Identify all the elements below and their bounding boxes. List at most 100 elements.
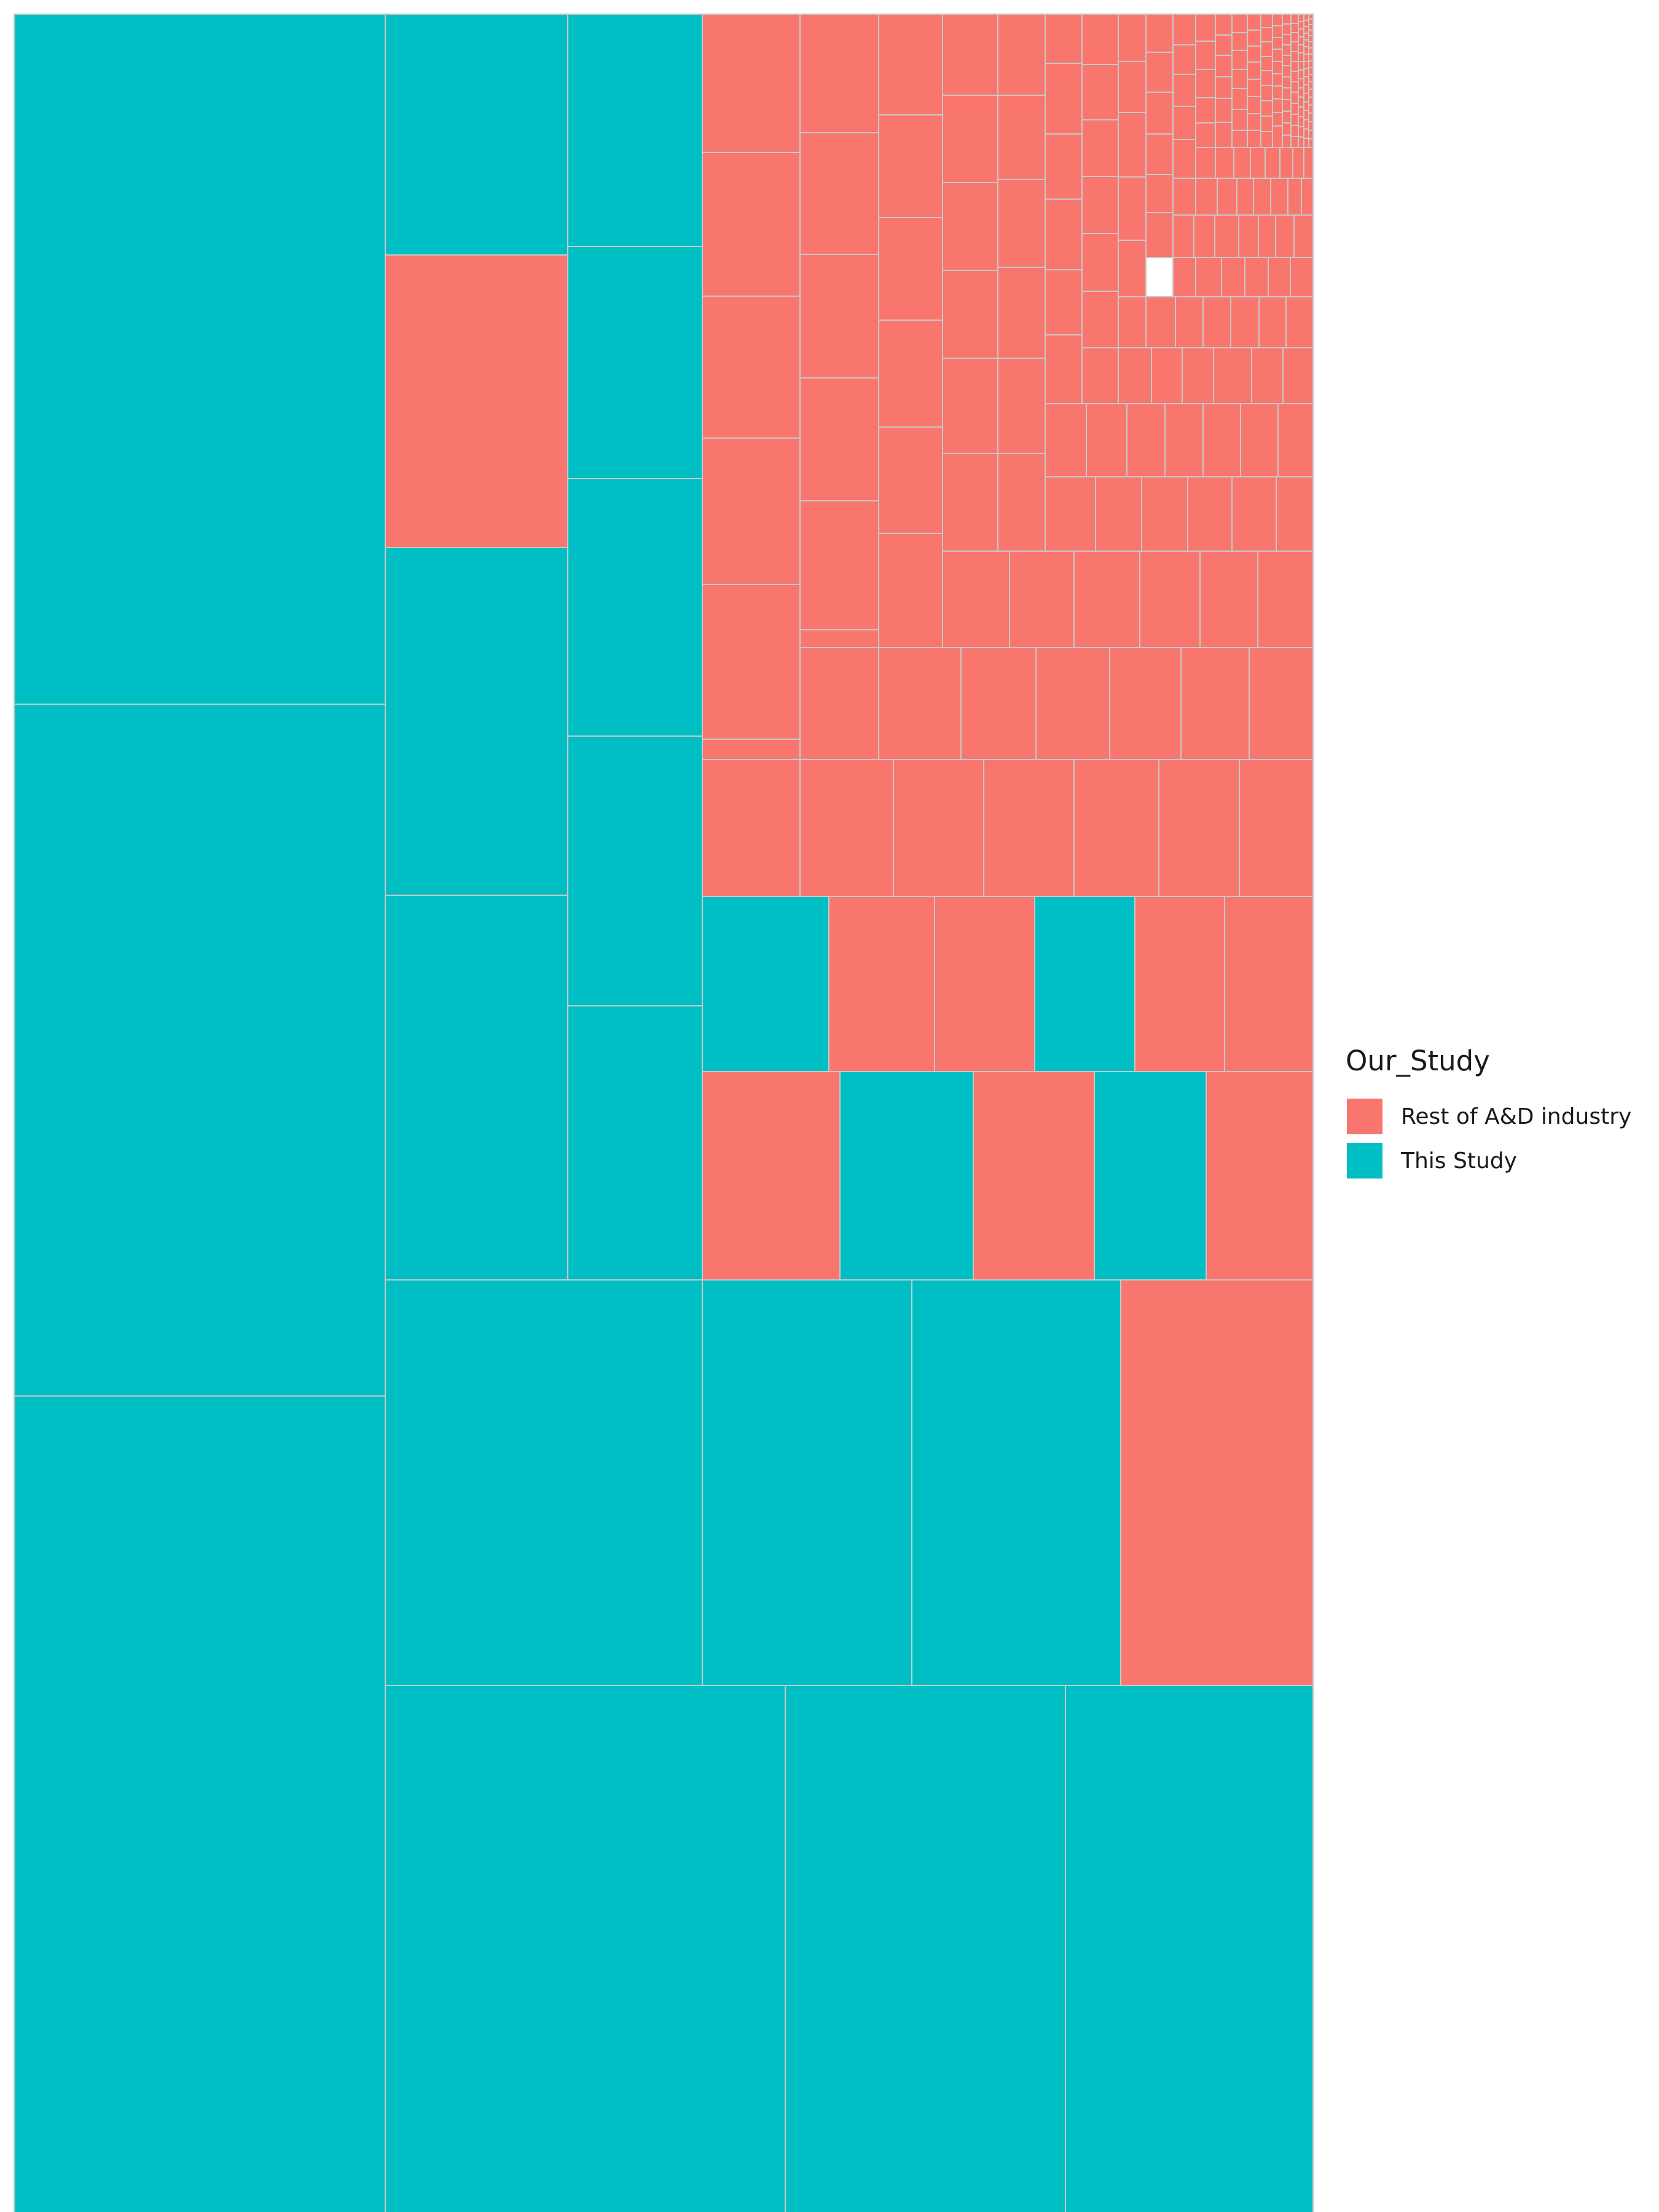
treemap-tile-62 [1240, 403, 1279, 477]
treemap-tile-21 [828, 896, 935, 1072]
treemap-tile-207 [1272, 125, 1283, 148]
treemap-tile-23 [1034, 896, 1135, 1072]
treemap-tile-152 [1145, 52, 1174, 93]
treemap-tile-67 [1182, 347, 1214, 404]
treemap-tile-229 [1290, 103, 1299, 115]
treemap-tile-20 [702, 896, 830, 1072]
treemap-tile-38 [799, 647, 879, 760]
treemap-tile-70 [1282, 347, 1314, 404]
treemap-tile-103 [1303, 147, 1314, 179]
legend-label-this-study: This Study [1401, 1148, 1517, 1174]
treemap-tile-162 [1172, 178, 1196, 216]
treemap-tile-163 [1195, 14, 1216, 42]
treemap-tile-30 [1206, 1071, 1314, 1281]
treemap-tile-114 [799, 500, 879, 630]
treemap-tile-266 [1308, 18, 1314, 25]
treemap-tile-204 [1272, 85, 1283, 100]
treemap-tile-40 [960, 647, 1037, 760]
treemap-tile-147 [1118, 61, 1147, 113]
treemap-tile-51 [1045, 476, 1096, 552]
treemap-tile-274 [1308, 67, 1314, 75]
treemap-tile-272 [1308, 53, 1314, 61]
treemap-tile-86 [1238, 214, 1259, 258]
treemap-tile-208 [1282, 14, 1292, 25]
treemap-tile-165 [1195, 69, 1216, 98]
treemap-tile-196 [1260, 116, 1273, 132]
treemap-tile-218 [1282, 122, 1292, 136]
treemap-tile-69 [1251, 347, 1284, 404]
treemap-tile-36 [1158, 759, 1240, 897]
treemap-tile-189 [1260, 14, 1273, 28]
treemap-tile-7 [385, 895, 568, 1281]
treemap-tile-285 [1195, 147, 1216, 179]
treemap-tile-78 [1195, 257, 1222, 297]
treemap-tile-118 [878, 217, 943, 321]
treemap-tile-151 [1145, 14, 1174, 53]
treemap-tile-226 [1290, 71, 1299, 82]
treemap-tile-232 [1290, 136, 1299, 148]
treemap-tile-116 [878, 14, 943, 116]
treemap-tile-34 [983, 759, 1075, 897]
treemap-tile-127 [942, 453, 998, 552]
treemap-tile-247 [1298, 136, 1304, 148]
legend-label-rest: Rest of A&D industry [1401, 1104, 1632, 1129]
treemap-tile-121 [878, 533, 943, 648]
treemap-tile-212 [1282, 55, 1292, 66]
treemap-tile-271 [1308, 47, 1314, 55]
treemap-tile-29 [1094, 1071, 1207, 1281]
treemap-tile-89 [1293, 214, 1314, 258]
treemap-tile-246 [1298, 126, 1304, 138]
treemap-tile-85 [1214, 214, 1239, 258]
treemap-tile-175 [1231, 32, 1248, 51]
treemap-tile-158 [1172, 44, 1196, 75]
treemap-tile-256 [1303, 68, 1309, 77]
treemap-tile-48 [1139, 551, 1201, 648]
treemap-tile-97 [1215, 147, 1234, 179]
treemap-tile-81 [1268, 257, 1291, 297]
treemap-tile-273 [1308, 60, 1314, 68]
treemap-tile-12 [567, 1005, 703, 1281]
treemap-tile-222 [1290, 32, 1299, 42]
legend-key-rest [1346, 1097, 1384, 1135]
treemap-tile-206 [1272, 112, 1283, 127]
treemap-tile-31 [702, 759, 801, 897]
treemap-tile-280 [1308, 112, 1314, 122]
treemap-tile-61 [1202, 403, 1241, 477]
treemap-tile-125 [942, 270, 998, 359]
treemap-tile-245 [1298, 116, 1304, 127]
treemap-tile-50 [1257, 551, 1314, 648]
treemap-tile-169 [1215, 34, 1233, 56]
treemap-tile-99 [1250, 147, 1266, 179]
treemap-tile-284 [1118, 296, 1147, 348]
treemap-tile-194 [1260, 85, 1273, 101]
treemap-tile-79 [1221, 257, 1245, 297]
treemap-tile-148 [1118, 112, 1147, 178]
treemap-tile-37 [1239, 759, 1314, 897]
treemap-tile-72 [1175, 296, 1204, 348]
treemap-tile-182 [1247, 29, 1261, 47]
treemap-tile-8 [567, 14, 703, 247]
treemap-tile-55 [1231, 476, 1277, 552]
treemap-tile-250 [1303, 26, 1309, 34]
treemap-tile-177 [1231, 69, 1248, 89]
treemap-tile-224 [1290, 51, 1299, 62]
treemap-tile-217 [1282, 111, 1292, 124]
treemap-tile-227 [1290, 81, 1299, 93]
treemap-tile-74 [1230, 296, 1260, 348]
treemap-tile-53 [1141, 476, 1188, 552]
treemap-tile-241 [1298, 78, 1304, 88]
treemap-tile-144 [1081, 233, 1119, 292]
treemap-tile-13 [385, 1279, 703, 1686]
treemap-tile-145 [1081, 291, 1119, 348]
treemap-tile-54 [1187, 476, 1233, 552]
treemap-tile-24 [1134, 896, 1225, 1072]
treemap-tile-17 [385, 1685, 786, 2212]
treemap-tile-107 [702, 437, 801, 585]
legend-item-this-study: This Study [1346, 1139, 1653, 1183]
treemap-tile-261 [1303, 110, 1309, 120]
treemap-tile-27 [839, 1071, 974, 1281]
treemap-tile-234 [1298, 21, 1304, 29]
treemap-tile-58 [1086, 403, 1128, 477]
treemap-tile-269 [1308, 35, 1314, 42]
treemap-tile-265 [1308, 14, 1314, 20]
